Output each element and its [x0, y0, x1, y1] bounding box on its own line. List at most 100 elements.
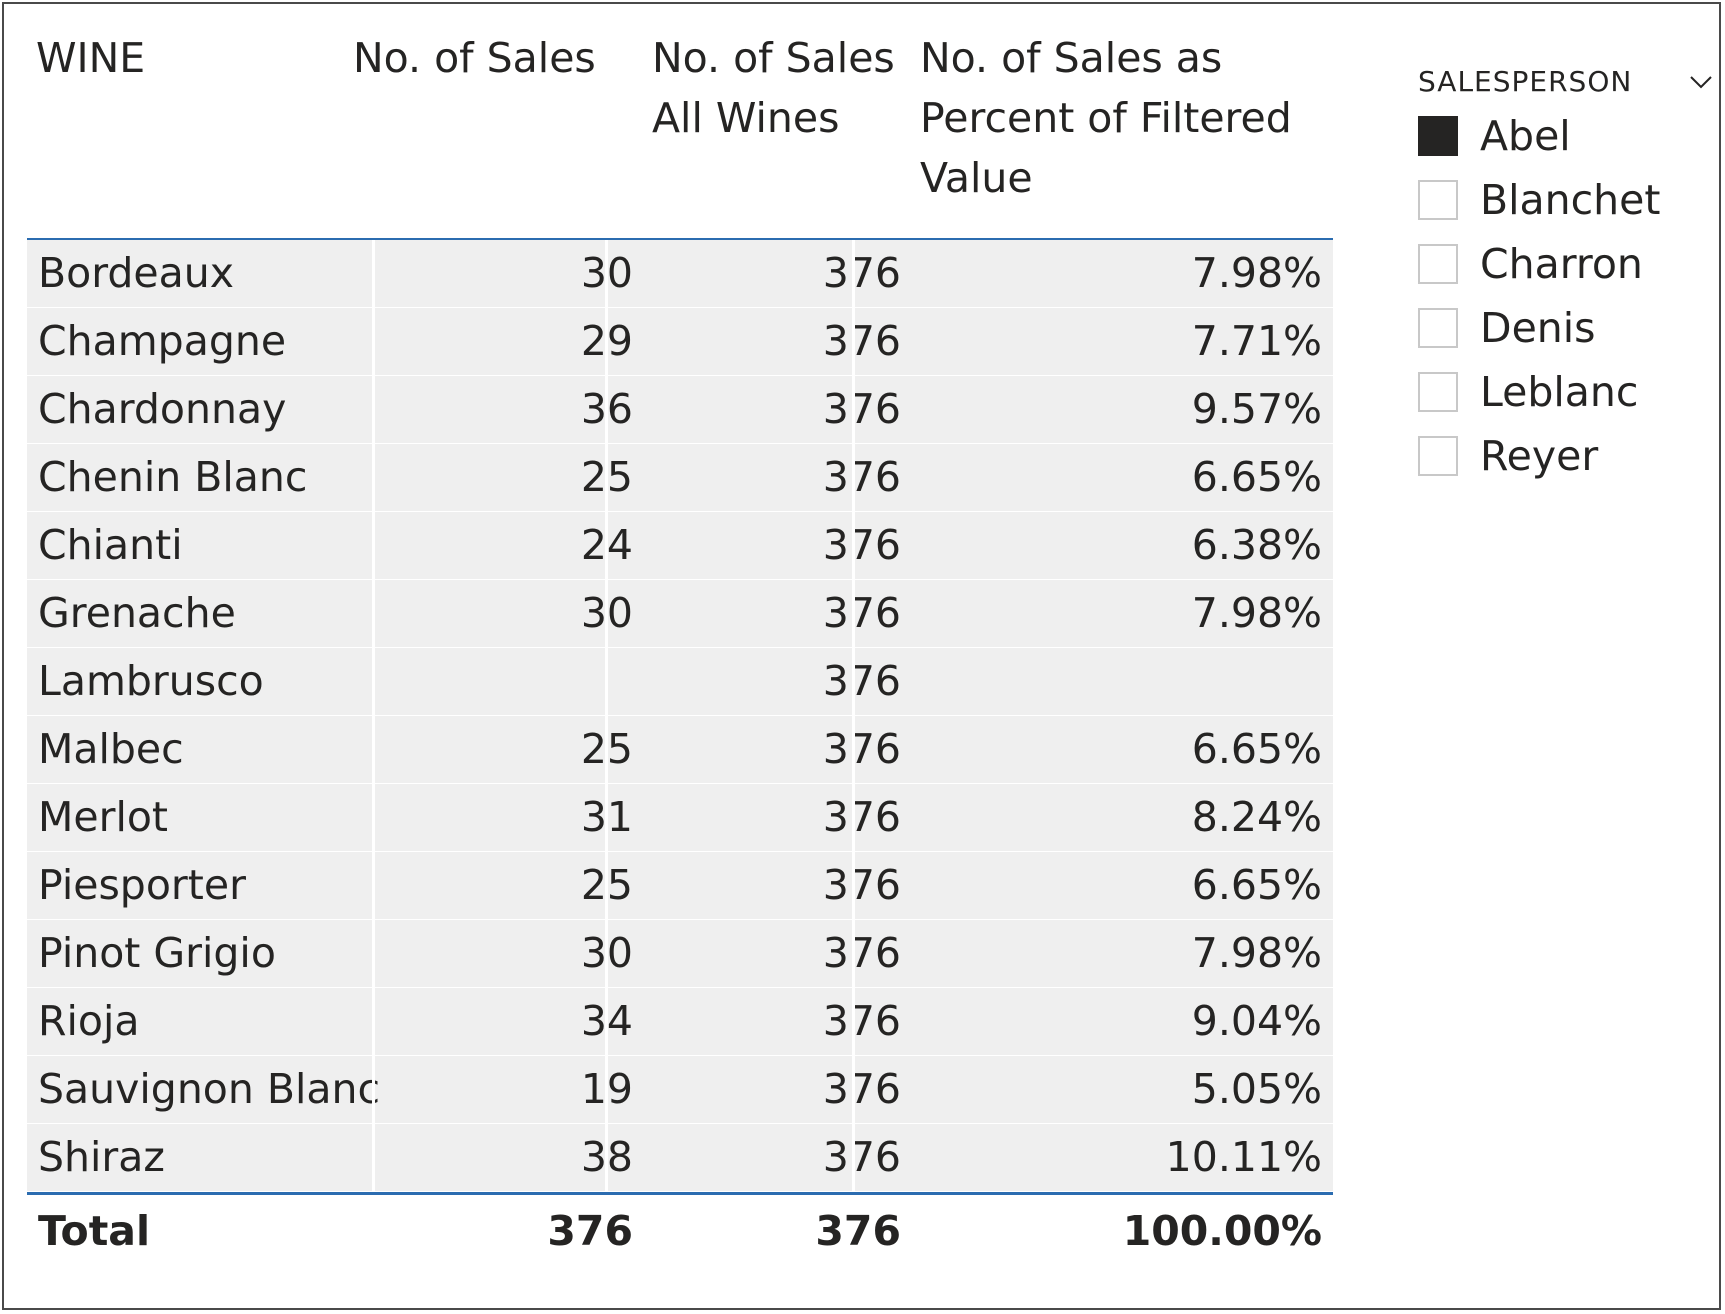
wine-sales-matrix: WINE No. of Sales No. of Sales All Wines…	[27, 0, 1333, 1269]
table-row[interactable]: Bordeaux 30 376 7.98%	[27, 240, 1333, 308]
table-row[interactable]: Malbec 25 376 6.65%	[27, 716, 1333, 784]
column-divider	[605, 716, 608, 783]
percent-cell: 5.05%	[1191, 1065, 1322, 1113]
wine-name-cell: Chardonnay	[38, 385, 287, 433]
table-row[interactable]: Piesporter 25 376 6.65%	[27, 852, 1333, 920]
column-divider	[372, 716, 375, 783]
wine-name-cell: Grenache	[38, 589, 236, 637]
total-label: Total	[38, 1207, 151, 1255]
column-divider	[372, 648, 375, 715]
table-row[interactable]: Rioja 34 376 9.04%	[27, 988, 1333, 1056]
column-header-sales-all-wines[interactable]: No. of Sales All Wines	[652, 34, 895, 142]
slicer-item-leblanc[interactable]: Leblanc	[1418, 360, 1708, 424]
slicer-item-label: Denis	[1480, 304, 1596, 352]
salesperson-slicer: SALESPERSON Abel Blanchet Charron Denis Lebl…	[1418, 60, 1712, 488]
column-divider	[852, 308, 855, 375]
column-divider	[372, 920, 375, 987]
column-divider	[372, 512, 375, 579]
percent-cell: 6.38%	[1191, 521, 1322, 569]
slicer-item-denis[interactable]: Denis	[1418, 296, 1708, 360]
column-divider	[852, 444, 855, 511]
column-divider	[605, 648, 608, 715]
column-divider	[852, 852, 855, 919]
column-divider	[852, 240, 855, 307]
slicer-item-abel[interactable]: Abel	[1418, 104, 1708, 168]
slicer-item-charron[interactable]: Charron	[1418, 232, 1708, 296]
sales-all-wines-cell: 376	[822, 589, 901, 637]
column-divider	[852, 784, 855, 851]
slicer-item-label: Blanchet	[1480, 176, 1661, 224]
slicer-item-reyer[interactable]: Reyer	[1418, 424, 1708, 488]
sales-all-wines-cell: 376	[822, 793, 901, 841]
slicer-item-blanchet[interactable]: Blanchet	[1418, 168, 1708, 232]
total-sales-all-wines: 376	[815, 1207, 901, 1255]
slicer-item-label: Reyer	[1480, 432, 1599, 480]
table-row[interactable]: Pinot Grigio 30 376 7.98%	[27, 920, 1333, 988]
table-row[interactable]: Champagne 29 376 7.71%	[27, 308, 1333, 376]
table-row[interactable]: Sauvignon Blanc 19 376 5.05%	[27, 1056, 1333, 1124]
column-divider	[372, 784, 375, 851]
wine-name-cell: Champagne	[38, 317, 287, 365]
slicer-item-label: Charron	[1480, 240, 1643, 288]
checkbox[interactable]	[1418, 372, 1458, 412]
sales-all-wines-cell: 376	[822, 249, 901, 297]
percent-cell: 7.71%	[1191, 317, 1322, 365]
table-row[interactable]: Chianti 24 376 6.38%	[27, 512, 1333, 580]
checkbox[interactable]	[1418, 116, 1458, 156]
column-divider	[372, 376, 375, 443]
column-divider	[605, 512, 608, 579]
table-row[interactable]: Chenin Blanc 25 376 6.65%	[27, 444, 1333, 512]
column-divider	[852, 1124, 855, 1191]
column-divider	[852, 1056, 855, 1123]
column-divider	[605, 852, 608, 919]
column-header-wine[interactable]: WINE	[36, 34, 146, 82]
column-divider	[372, 444, 375, 511]
percent-cell: 6.65%	[1191, 861, 1322, 909]
sales-all-wines-cell: 376	[822, 657, 901, 705]
sales-all-wines-cell: 376	[822, 861, 901, 909]
table-row[interactable]: Grenache 30 376 7.98%	[27, 580, 1333, 648]
checkbox[interactable]	[1418, 436, 1458, 476]
sales-all-wines-cell: 376	[822, 725, 901, 773]
checkbox[interactable]	[1418, 308, 1458, 348]
slicer-item-label: Leblanc	[1480, 368, 1639, 416]
column-divider	[605, 920, 608, 987]
sales-all-wines-cell: 376	[822, 997, 901, 1045]
slicer-title: SALESPERSON	[1418, 65, 1633, 98]
wine-name-cell: Merlot	[38, 793, 169, 841]
sales-all-wines-cell: 376	[822, 1133, 901, 1181]
column-divider	[372, 1056, 375, 1123]
wine-name-cell: Pinot Grigio	[38, 929, 276, 977]
column-divider	[372, 580, 375, 647]
checkbox[interactable]	[1418, 244, 1458, 284]
total-sales: 376	[547, 1207, 633, 1255]
table-row[interactable]: Shiraz 38 376 10.11%	[27, 1124, 1333, 1192]
sales-all-wines-cell: 376	[822, 317, 901, 365]
percent-cell: 7.98%	[1191, 589, 1322, 637]
column-divider	[605, 580, 608, 647]
checkbox[interactable]	[1418, 180, 1458, 220]
column-divider	[372, 988, 375, 1055]
percent-cell: 9.57%	[1191, 385, 1322, 433]
column-divider	[852, 920, 855, 987]
column-header-sales[interactable]: No. of Sales	[353, 34, 596, 82]
wine-name-cell: Sauvignon Blanc	[38, 1065, 381, 1113]
percent-cell: 8.24%	[1191, 793, 1322, 841]
column-divider	[852, 988, 855, 1055]
table-row[interactable]: Chardonnay 36 376 9.57%	[27, 376, 1333, 444]
column-divider	[852, 376, 855, 443]
table-row[interactable]: Merlot 31 376 8.24%	[27, 784, 1333, 852]
wine-name-cell: Malbec	[38, 725, 184, 773]
percent-cell: 6.65%	[1191, 725, 1322, 773]
column-divider	[852, 580, 855, 647]
percent-cell: 7.98%	[1191, 249, 1322, 297]
wine-name-cell: Piesporter	[38, 861, 246, 909]
sales-all-wines-cell: 376	[822, 385, 901, 433]
chevron-down-icon[interactable]	[1688, 68, 1714, 94]
column-header-percent-filtered[interactable]: No. of Sales as Percent of Filtered Valu…	[920, 34, 1292, 202]
wine-name-cell: Shiraz	[38, 1133, 165, 1181]
column-divider	[852, 716, 855, 783]
column-divider	[372, 308, 375, 375]
table-row[interactable]: Lambrusco 376	[27, 648, 1333, 716]
